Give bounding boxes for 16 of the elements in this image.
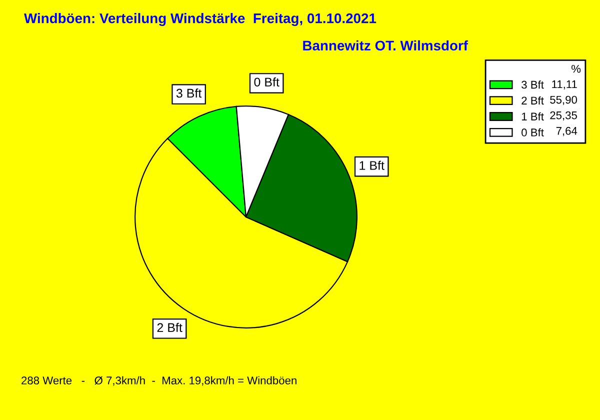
data-label: 55,90 xyxy=(550,96,578,106)
slice-label: 0 Bft xyxy=(254,77,280,87)
legend-label: 1 Bft xyxy=(522,112,544,120)
slice-label: 3 Bft xyxy=(176,88,202,98)
chart-title: Windböen: Verteilung Windstärke Freitag, 01.10.2021 xyxy=(24,13,376,26)
legend-label: 2 Bft xyxy=(522,96,544,105)
legend-label: 0 Bft xyxy=(522,128,544,136)
slice-label: 2 Bft xyxy=(157,322,182,332)
data-label: 7,64 xyxy=(556,126,578,136)
data-label: 11,11 xyxy=(552,80,577,90)
data-label: 25,35 xyxy=(550,111,577,121)
legend-title: % xyxy=(572,64,581,73)
legend-label: 3 Bft xyxy=(522,80,544,89)
chart-subtitle: Bannewitz OT. Wilmsdorf xyxy=(303,40,468,51)
text: 288 Werte - Ø 7,3km/h - Max. 19,8km/h = Windböen xyxy=(22,376,296,386)
slice-label: 1 Bft xyxy=(360,160,384,170)
